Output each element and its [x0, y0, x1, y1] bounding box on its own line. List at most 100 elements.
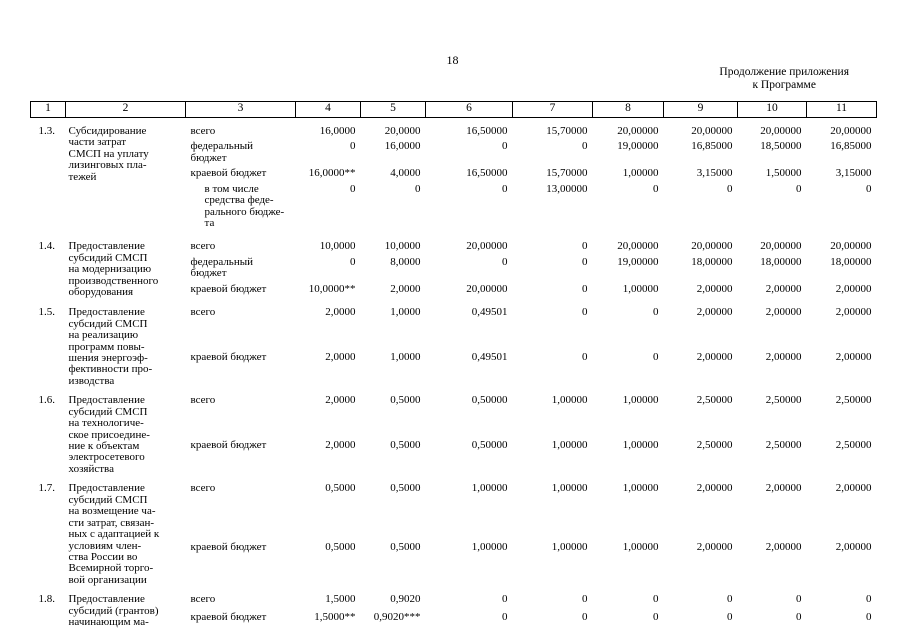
value-cell: 1,00000 — [622, 394, 659, 407]
value-cell: 0,9020 — [390, 593, 421, 606]
budget-label: всего — [190, 240, 216, 253]
value-cell: 20,00000 — [466, 240, 508, 253]
value-cell: 1,00000 — [471, 541, 508, 554]
column-number: 8 — [592, 101, 664, 118]
column-number: 3 — [185, 101, 296, 118]
value-cell: 0 — [582, 610, 588, 623]
budget-label: краевой бюджет — [190, 282, 267, 295]
row-title: Предоставление субсидий СМСП на модерниз… — [68, 240, 159, 299]
program-table: 1 2 3 4 5 6 7 8 9 10 11 1.3. Субсидирование части з… — [30, 101, 877, 629]
row-title: Предоставление субсидий СМСП на возмещен… — [68, 482, 160, 586]
value-cell: 0 — [582, 593, 588, 606]
value-cell: 0 — [866, 593, 872, 606]
value-cell: 1,00000 — [622, 439, 659, 452]
budget-label: всего — [190, 482, 216, 495]
value-cell: 18,00000 — [760, 255, 802, 268]
column-number: 1 — [30, 101, 66, 118]
value-cell: 3,15000 — [696, 167, 733, 180]
value-cell: 10,0000 — [384, 240, 421, 253]
table-row: 1.5. Предоставление субсидий СМСП на реал… — [31, 299, 877, 386]
value-cell: 2,00000 — [835, 282, 872, 295]
value-cell: 0 — [582, 140, 588, 153]
value-cell: 2,00000 — [696, 306, 733, 319]
value-cell: 2,00000 — [696, 351, 733, 364]
budget-label: краевой бюджет — [190, 167, 267, 180]
budget-label: федеральный бюджет — [190, 140, 254, 164]
value-cell: 0,5000 — [390, 439, 421, 452]
value-cell: 0 — [582, 351, 588, 364]
value-cell: 1,50000 — [765, 167, 802, 180]
value-cell: 0 — [350, 255, 356, 268]
value-cell: 0 — [796, 610, 802, 623]
value-cell: 19,00000 — [617, 140, 659, 153]
value-cell: 0 — [727, 593, 733, 606]
value-cell: 16,85000 — [691, 140, 733, 153]
value-cell: 2,00000 — [765, 351, 802, 364]
value-cell: 16,0000 — [319, 124, 356, 137]
value-cell: 1,00000 — [551, 439, 588, 452]
value-cell: 0 — [582, 255, 588, 268]
row-number: 1.8. — [38, 593, 56, 606]
value-cell: 0 — [415, 182, 421, 195]
continuation-note: Продолжение приложения к Программе — [719, 66, 849, 92]
value-cell: 0 — [350, 140, 356, 153]
value-cell: 1,00000 — [551, 541, 588, 554]
value-cell: 20,00000 — [760, 240, 802, 253]
value-cell: 0,5000 — [325, 482, 356, 495]
value-cell: 0 — [350, 182, 356, 195]
value-cell: 0 — [502, 610, 508, 623]
value-cell: 2,50000 — [696, 439, 733, 452]
table-row: 1.7. Предоставление субсидий СМСП на возм… — [31, 475, 877, 586]
row-number: 1.5. — [38, 306, 56, 319]
budget-label: в том числе средства феде- рального бюдж… — [204, 182, 285, 230]
value-cell: 18,00000 — [691, 255, 733, 268]
value-cell: 1,00000 — [551, 394, 588, 407]
value-cell: 0 — [653, 182, 659, 195]
value-cell: 16,50000 — [466, 167, 508, 180]
value-cell: 0,49501 — [471, 351, 508, 364]
value-cell: 10,0000 — [319, 240, 356, 253]
budget-label: федеральный бюджет — [190, 255, 254, 280]
table-row: краевой бюджет 2,0000 1,0000 0,49501 0 0 2,000… — [31, 352, 877, 387]
table-row: краевой бюджет 0,5000 0,5000 1,00000 1,00000… — [31, 541, 877, 586]
table-header-row: 1 2 3 4 5 6 7 8 9 10 11 — [30, 101, 877, 118]
value-cell: 0 — [582, 240, 588, 253]
value-cell: 0 — [653, 306, 659, 319]
value-cell: 0 — [727, 182, 733, 195]
value-cell: 2,00000 — [835, 306, 872, 319]
value-cell: 20,00000 — [466, 282, 508, 295]
value-cell: 0,5000 — [390, 482, 421, 495]
table-row: федеральный бюджет 0 8,0000 0 0 19,00000 18,00… — [31, 255, 877, 284]
value-cell: 1,00000 — [622, 482, 659, 495]
row-title: Предоставление субсидий (грантов) начина… — [68, 593, 159, 629]
value-cell: 0 — [502, 182, 508, 195]
value-cell: 0 — [866, 610, 872, 623]
value-cell: 2,0000 — [390, 282, 421, 295]
value-cell: 2,00000 — [835, 351, 872, 364]
budget-label: всего — [190, 394, 216, 407]
row-title: Предоставление субсидий СМСП на реализац… — [68, 306, 153, 387]
budget-label: всего — [190, 306, 216, 319]
value-cell: 15,70000 — [546, 167, 588, 180]
column-number: 9 — [663, 101, 738, 118]
value-cell: 2,0000 — [325, 439, 356, 452]
budget-label: всего — [190, 593, 216, 606]
value-cell: 2,50000 — [765, 394, 802, 407]
value-cell: 3,15000 — [835, 167, 872, 180]
column-number: 10 — [737, 101, 807, 118]
value-cell: 20,00000 — [691, 124, 733, 137]
value-cell: 1,0000 — [390, 306, 421, 319]
table-row: краевой бюджет 1,5000** 0,9020*** 0 0 0 0 0 0 — [31, 610, 877, 629]
page-number: 18 — [446, 53, 459, 67]
value-cell: 0,5000 — [390, 541, 421, 554]
continuation-line-1: Продолжение приложения — [719, 66, 849, 78]
table-header: 1 2 3 4 5 6 7 8 9 10 11 — [30, 101, 877, 118]
column-number: 5 — [360, 101, 426, 118]
value-cell: 0 — [796, 593, 802, 606]
value-cell: 0 — [582, 282, 588, 295]
value-cell: 1,00000 — [551, 482, 588, 495]
row-number: 1.6. — [38, 394, 56, 407]
value-cell: 18,50000 — [760, 140, 802, 153]
budget-label: краевой бюджет — [190, 351, 267, 364]
budget-label: краевой бюджет — [190, 439, 267, 452]
